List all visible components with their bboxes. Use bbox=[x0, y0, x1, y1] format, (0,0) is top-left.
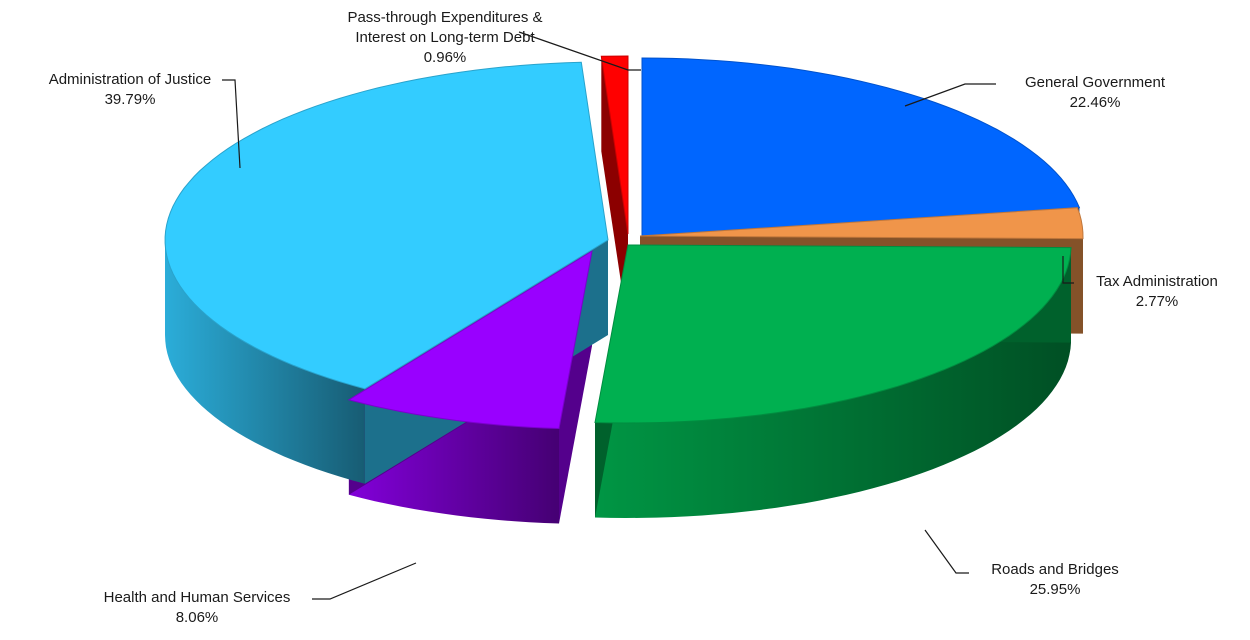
slice-name-general-government: General Government bbox=[985, 73, 1205, 93]
slice-label-general-government: General Government 22.46% bbox=[985, 73, 1205, 113]
slice-name-roads-and-bridges: Roads and Bridges bbox=[965, 560, 1145, 580]
slice-label-tax-administration: Tax Administration 2.77% bbox=[1072, 272, 1242, 312]
slice-name-pass-through-line2: Interest on Long-term Debt bbox=[300, 28, 590, 48]
slice-name-health-and-human-services: Health and Human Services bbox=[72, 588, 322, 608]
slice-percent-general-government: 22.46% bbox=[985, 93, 1205, 113]
slice-name-pass-through-line1: Pass-through Expenditures & bbox=[300, 8, 590, 28]
slice-label-pass-through: Pass-through Expenditures & Interest on … bbox=[300, 8, 590, 68]
slice-percent-pass-through: 0.96% bbox=[300, 48, 590, 68]
slice-percent-health-and-human-services: 8.06% bbox=[72, 608, 322, 628]
slice-percent-administration-of-justice: 39.79% bbox=[25, 90, 235, 110]
leader-line-health-and-human-services bbox=[312, 563, 416, 599]
slice-label-administration-of-justice: Administration of Justice 39.79% bbox=[25, 70, 235, 110]
slice-label-roads-and-bridges: Roads and Bridges 25.95% bbox=[965, 560, 1145, 600]
slice-percent-roads-and-bridges: 25.95% bbox=[965, 580, 1145, 600]
leader-line-roads-and-bridges bbox=[925, 530, 969, 573]
slice-name-administration-of-justice: Administration of Justice bbox=[25, 70, 235, 90]
slice-label-health-and-human-services: Health and Human Services 8.06% bbox=[72, 588, 322, 628]
slice-name-tax-administration: Tax Administration bbox=[1072, 272, 1242, 292]
slice-percent-tax-administration: 2.77% bbox=[1072, 292, 1242, 312]
